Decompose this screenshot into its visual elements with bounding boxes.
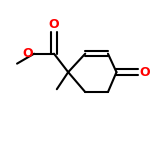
Text: O: O [22, 47, 33, 60]
Text: O: O [139, 66, 150, 79]
Text: O: O [49, 18, 59, 31]
